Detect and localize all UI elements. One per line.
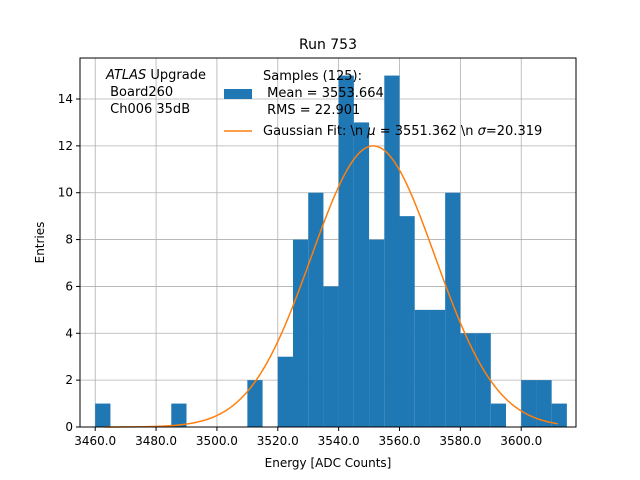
y-tick-label: 4: [65, 326, 73, 340]
histogram-bar: [308, 192, 324, 427]
gaussian-fit-curve: [104, 145, 558, 428]
x-axis-ticks: 3460.0 3480.0 3500.0 3520.0 3540.0 3560.0 3580…: [74, 427, 542, 448]
annotation-line-2: Board260: [106, 85, 173, 100]
legend-fit-label: Gaussian Fit: \n μ = 3551.362 \n σ=20.31…: [263, 124, 542, 139]
y-tick-label: 12: [58, 139, 73, 153]
histogram-bar: [490, 403, 507, 427]
histogram-bar: [353, 122, 370, 427]
histogram-bar: [429, 309, 446, 427]
histogram-bar: [369, 239, 385, 427]
legend-histogram-line-3: RMS = 22.901: [263, 103, 360, 118]
histogram-bar: [536, 380, 552, 427]
histogram-bar: [323, 286, 339, 427]
x-tick-label: 3500.0: [196, 434, 238, 448]
annotation-line-1: ATLAS Upgrade: [105, 68, 206, 83]
atlas-annotation: ATLAS Upgrade Board260 Ch006 35dB: [105, 68, 206, 117]
histogram-bar: [521, 380, 537, 427]
histogram-bar: [293, 239, 309, 427]
y-tick-label: 8: [65, 233, 73, 247]
y-axis-ticks: 0 2 4 6 8 10 12 14: [58, 92, 80, 434]
histogram-bar: [399, 216, 415, 427]
histogram-bar: [475, 333, 491, 427]
x-tick-label: 3540.0: [318, 434, 360, 448]
legend-histogram-line-1: Samples (125):: [263, 69, 362, 84]
histogram-bar: [551, 403, 567, 427]
legend-histogram-line-2: Mean = 3553.664: [263, 86, 384, 101]
legend-histogram-swatch: [224, 89, 252, 99]
x-tick-label: 3600.0: [500, 434, 542, 448]
histogram-bar: [95, 403, 111, 427]
histogram-bar: [460, 333, 476, 427]
histogram-bar: [445, 192, 461, 427]
legend: Samples (125): Mean = 3553.664 RMS = 22.…: [224, 69, 542, 139]
x-tick-label: 3580.0: [439, 434, 481, 448]
x-axis-title: Energy [ADC Counts]: [265, 456, 392, 470]
annotation-line-3: Ch006 35dB: [106, 102, 190, 117]
y-axis-title: Entries: [33, 222, 47, 264]
y-tick-label: 6: [65, 279, 73, 293]
x-tick-label: 3520.0: [257, 434, 299, 448]
histogram-bar: [414, 309, 430, 427]
plot-frame: [79, 57, 577, 428]
x-tick-label: 3480.0: [135, 434, 177, 448]
y-tick-label: 0: [65, 420, 73, 434]
y-tick-label: 10: [58, 186, 73, 200]
y-tick-label: 14: [58, 92, 73, 106]
histogram-bar: [171, 403, 187, 427]
histogram-bar: [338, 75, 354, 428]
x-tick-label: 3460.0: [74, 434, 116, 448]
histogram-bars: [95, 75, 567, 428]
x-tick-label: 3560.0: [379, 434, 421, 448]
histogram-bar: [277, 356, 294, 427]
histogram-bar: [247, 380, 263, 427]
chart-title: Run 753: [299, 37, 357, 53]
y-tick-label: 2: [65, 373, 73, 387]
